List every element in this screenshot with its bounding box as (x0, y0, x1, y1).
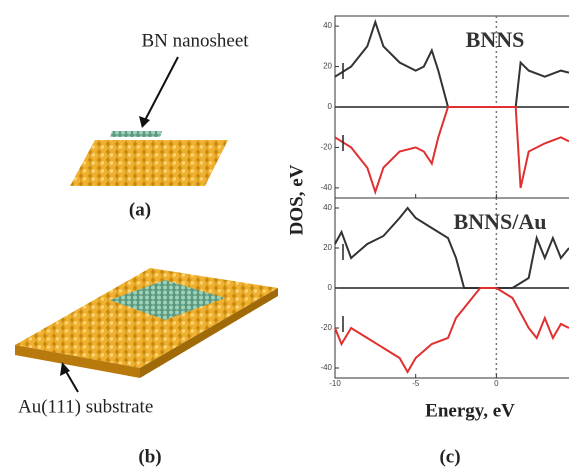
arrow-head (139, 116, 150, 128)
dos-line (335, 107, 569, 192)
y-tick-label: 40 (323, 203, 332, 212)
y-tick-label: 40 (323, 21, 332, 30)
y-tick-label: -40 (320, 363, 332, 372)
chart-title: BNNS (466, 27, 525, 52)
figure: BN nanosheet (a) Au(111) substrate (b) D… (0, 0, 569, 469)
y-tick-label: -40 (320, 183, 332, 192)
y-tick-label: 0 (328, 102, 333, 111)
arrow (142, 57, 178, 126)
au-slab (70, 140, 228, 186)
dos-line (335, 288, 569, 372)
a-label: BN nanosheet (141, 30, 249, 51)
b-label: Au(111) substrate (18, 396, 153, 417)
c-caption: (c) (439, 446, 460, 467)
y-tick-label: -20 (320, 143, 332, 152)
x-tick-label: 0 (494, 379, 499, 388)
dos-line (335, 22, 569, 107)
y-tick-label: 0 (328, 283, 333, 292)
x-tick-label: -10 (329, 379, 341, 388)
x-tick-label: -5 (412, 379, 420, 388)
y-tick-label: 20 (323, 62, 332, 71)
y-axis-label: DOS, eV (286, 164, 307, 235)
a-caption: (a) (129, 199, 151, 220)
y-tick-label: 20 (323, 243, 332, 252)
x-axis-label: Energy, eV (425, 400, 515, 421)
chart-title: BNNS/Au (454, 209, 547, 234)
b-caption: (b) (138, 446, 161, 467)
bn-sheet (110, 131, 162, 137)
y-tick-label: -20 (320, 323, 332, 332)
